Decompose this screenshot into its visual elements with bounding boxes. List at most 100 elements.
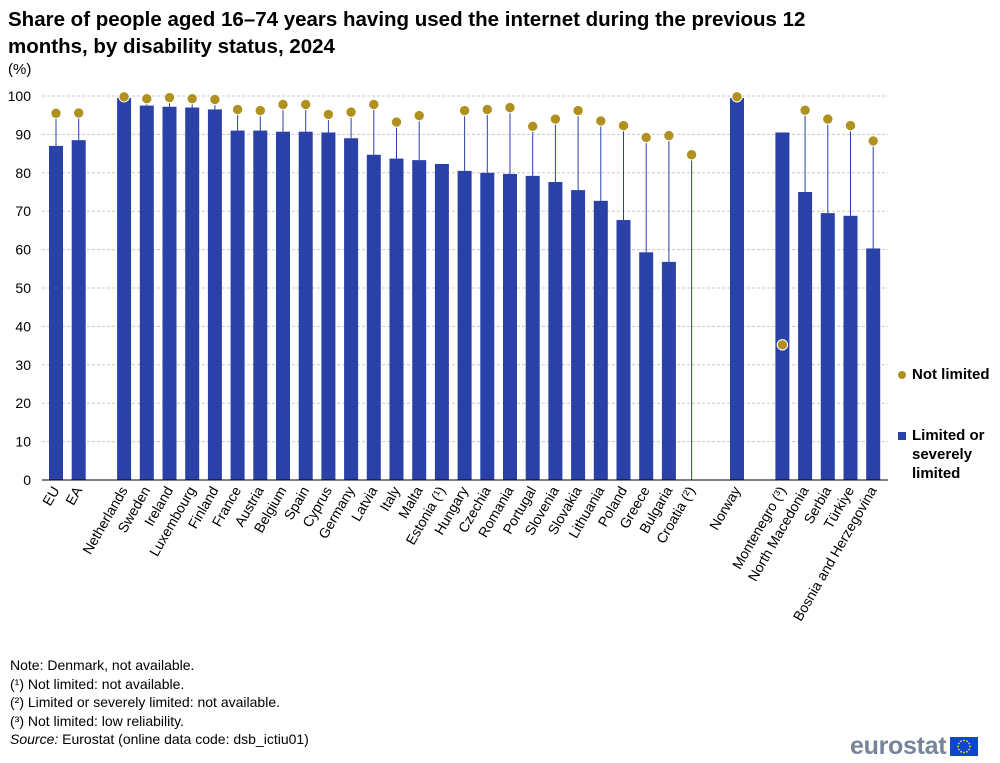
note-2: (¹) Not limited: not available. [10,675,185,692]
legend-limited: Limited or severely limited [898,426,998,483]
bar [798,192,813,480]
y-tick-label: 80 [15,165,31,181]
bar [389,158,404,481]
y-tick-label: 100 [8,88,32,104]
y-tick-label: 20 [15,395,31,411]
bar [525,175,540,480]
bar [298,131,313,480]
bar [185,107,200,481]
dot-marker [663,129,675,142]
bar [162,106,177,480]
bar [207,109,222,480]
dot-marker [481,103,493,116]
y-tick-label: 30 [15,357,31,373]
dot-marker [186,92,198,105]
note-3: (²) Limited or severely limited: not ava… [10,694,280,710]
bar [571,190,586,480]
bar [593,200,608,480]
dot-marker [368,98,380,111]
dot-marker [73,107,85,119]
dot-marker [617,119,630,132]
bar [230,130,245,480]
bar [253,130,268,480]
bar [117,97,132,481]
bar [434,163,449,480]
dot-marker [572,104,584,117]
dot-marker [254,104,266,117]
dot-marker [345,106,357,118]
dot-marker [231,103,244,116]
eurostat-logo: eurostat [850,732,979,761]
dot-marker [867,135,879,147]
y-tick-label: 90 [15,126,31,142]
bar [616,220,631,481]
bar [480,172,495,481]
y-tick-label: 0 [23,472,31,488]
y-tick-label: 10 [15,434,31,450]
logo-text: eurostat [850,732,947,760]
chart-title: Share of people aged 16–74 years having … [8,8,806,58]
dot-marker [458,104,471,117]
y-tick-label: 50 [15,280,31,296]
dot-marker [163,91,176,104]
bar [661,261,676,480]
dot-marker [209,93,221,106]
dot-marker [799,104,811,116]
unit-label: (%) [8,61,32,78]
legend-not-limited-label: Not limited [912,366,990,383]
dot-marker [527,120,539,133]
note-1: Note: Denmark, not available. [10,657,195,673]
dot-marker [413,109,425,122]
bar [344,138,359,481]
dot-marker [776,339,789,351]
bar [71,140,86,480]
bar [548,182,563,481]
y-tick-label: 70 [15,203,31,219]
legend-limited-label: Limited or severely limited [912,427,985,482]
bar [321,132,336,481]
eu-flag-icon [950,737,979,756]
bar [843,215,858,481]
dot-marker [822,113,834,125]
bar [366,154,381,480]
dot-marker [277,98,289,111]
bar [457,170,472,480]
bar [412,160,427,481]
dot-marker [50,107,62,119]
bar [139,105,154,480]
category-label: EU [39,484,63,509]
source-line: Source: Eurostat (online data code: dsb_… [10,730,309,749]
legend-square-icon [898,432,906,440]
bar [49,145,63,481]
bar [820,213,835,480]
bar [639,252,654,480]
legend-not-limited: Not limited [898,365,990,384]
bar [503,173,517,480]
y-tick-label: 60 [15,242,31,258]
bar [276,131,290,480]
dot-marker [844,119,857,132]
dot-marker [640,131,652,144]
notes: Note: Denmark, not available. (¹) Not li… [10,656,309,749]
dot-marker [322,108,335,121]
dot-marker [141,92,153,105]
dot-marker [731,91,743,103]
dot-marker [504,101,516,114]
dot-marker [300,98,312,111]
bar [866,248,881,480]
note-4: (³) Not limited: low reliability. [10,712,184,729]
category-label: Norway [706,484,744,533]
y-tick-label: 40 [15,318,31,334]
dot-marker [118,91,130,103]
dot-marker [595,115,607,127]
legend-dot-icon [898,371,906,379]
dot-marker [685,149,698,161]
bar [730,97,744,481]
source-text: Eurostat (online data code: dsb_ictiu01) [58,731,309,747]
category-label: EA [62,483,86,508]
dot-marker [549,113,562,125]
source-label: Source: [10,731,59,747]
dot-marker [390,116,403,128]
bar [775,132,790,481]
